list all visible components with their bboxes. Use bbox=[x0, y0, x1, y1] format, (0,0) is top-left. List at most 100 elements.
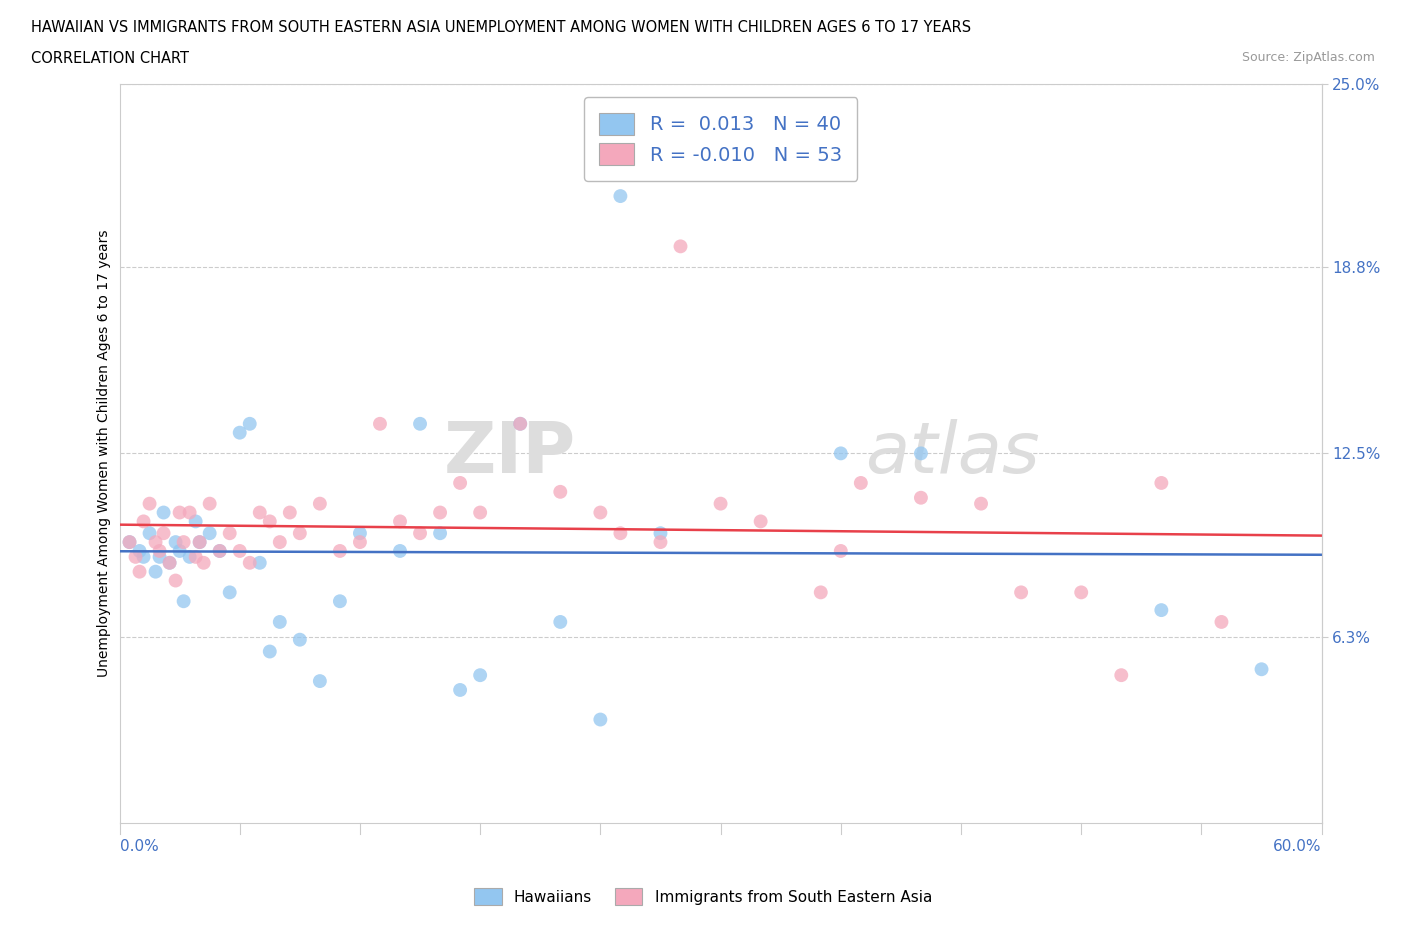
Point bbox=[188, 535, 211, 550]
Point bbox=[239, 417, 262, 432]
Point bbox=[198, 497, 221, 512]
Point bbox=[830, 543, 852, 558]
Point bbox=[145, 565, 167, 579]
Point bbox=[132, 550, 155, 565]
Point bbox=[208, 543, 231, 558]
Text: HAWAIIAN VS IMMIGRANTS FROM SOUTH EASTERN ASIA UNEMPLOYMENT AMONG WOMEN WITH CHI: HAWAIIAN VS IMMIGRANTS FROM SOUTH EASTER… bbox=[31, 20, 972, 35]
Point bbox=[388, 514, 411, 529]
Point bbox=[589, 505, 612, 520]
Point bbox=[409, 525, 432, 540]
Point bbox=[589, 712, 612, 727]
Point bbox=[309, 673, 332, 688]
Point bbox=[169, 543, 191, 558]
Point bbox=[249, 555, 271, 570]
Point bbox=[349, 525, 371, 540]
Legend: Hawaiians, Immigrants from South Eastern Asia: Hawaiians, Immigrants from South Eastern… bbox=[467, 880, 939, 913]
Point bbox=[228, 543, 252, 558]
Point bbox=[309, 497, 332, 512]
Point bbox=[288, 525, 311, 540]
Point bbox=[329, 594, 352, 609]
Text: atlas: atlas bbox=[865, 418, 1039, 488]
Point bbox=[165, 573, 187, 588]
Point bbox=[145, 535, 167, 550]
Point bbox=[124, 550, 146, 565]
Point bbox=[179, 550, 201, 565]
Point bbox=[159, 555, 181, 570]
Point bbox=[118, 535, 141, 550]
Y-axis label: Unemployment Among Women with Children Ages 6 to 17 years: Unemployment Among Women with Children A… bbox=[97, 230, 111, 677]
Point bbox=[184, 514, 207, 529]
Point bbox=[429, 525, 451, 540]
Point bbox=[910, 490, 932, 505]
Point bbox=[650, 525, 672, 540]
Point bbox=[218, 525, 240, 540]
Point bbox=[509, 417, 531, 432]
Point bbox=[152, 525, 174, 540]
Point bbox=[1250, 662, 1272, 677]
Point bbox=[329, 543, 352, 558]
Point bbox=[184, 550, 207, 565]
Point bbox=[149, 543, 172, 558]
Point bbox=[132, 514, 155, 529]
Point bbox=[449, 683, 471, 698]
Point bbox=[1150, 603, 1173, 618]
Point bbox=[239, 555, 262, 570]
Point bbox=[449, 475, 471, 490]
Text: 60.0%: 60.0% bbox=[1274, 839, 1322, 854]
Point bbox=[208, 543, 231, 558]
Point bbox=[810, 585, 832, 600]
Point bbox=[165, 535, 187, 550]
Point bbox=[1070, 585, 1092, 600]
Point bbox=[470, 505, 492, 520]
Point bbox=[118, 535, 141, 550]
Point bbox=[269, 615, 291, 630]
Point bbox=[188, 535, 211, 550]
Point bbox=[269, 535, 291, 550]
Point bbox=[169, 505, 191, 520]
Point bbox=[228, 425, 252, 440]
Point bbox=[548, 485, 571, 499]
Text: Source: ZipAtlas.com: Source: ZipAtlas.com bbox=[1241, 51, 1375, 64]
Point bbox=[470, 668, 492, 683]
Point bbox=[1010, 585, 1032, 600]
Point bbox=[849, 475, 872, 490]
Point bbox=[259, 644, 281, 659]
Point bbox=[669, 239, 692, 254]
Point bbox=[278, 505, 301, 520]
Point bbox=[548, 615, 571, 630]
Point bbox=[138, 497, 160, 512]
Point bbox=[128, 543, 150, 558]
Point bbox=[128, 565, 150, 579]
Point bbox=[259, 514, 281, 529]
Point bbox=[159, 555, 181, 570]
Point bbox=[288, 632, 311, 647]
Point bbox=[429, 505, 451, 520]
Point bbox=[1150, 475, 1173, 490]
Point bbox=[173, 535, 195, 550]
Point bbox=[609, 525, 631, 540]
Point bbox=[1211, 615, 1233, 630]
Text: 0.0%: 0.0% bbox=[120, 839, 159, 854]
Point bbox=[388, 543, 411, 558]
Point bbox=[650, 535, 672, 550]
Point bbox=[349, 535, 371, 550]
Point bbox=[179, 505, 201, 520]
Point bbox=[970, 497, 993, 512]
Point bbox=[749, 514, 772, 529]
Point bbox=[173, 594, 195, 609]
Point bbox=[149, 550, 172, 565]
Point bbox=[198, 525, 221, 540]
Text: CORRELATION CHART: CORRELATION CHART bbox=[31, 51, 188, 66]
Point bbox=[910, 446, 932, 461]
Point bbox=[409, 417, 432, 432]
Legend: R =  0.013   N = 40, R = -0.010   N = 53: R = 0.013 N = 40, R = -0.010 N = 53 bbox=[583, 97, 858, 181]
Point bbox=[609, 189, 631, 204]
Text: ZIP: ZIP bbox=[444, 418, 576, 488]
Point bbox=[138, 525, 160, 540]
Point bbox=[152, 505, 174, 520]
Point bbox=[218, 585, 240, 600]
Point bbox=[830, 446, 852, 461]
Point bbox=[193, 555, 215, 570]
Point bbox=[509, 417, 531, 432]
Point bbox=[709, 497, 731, 512]
